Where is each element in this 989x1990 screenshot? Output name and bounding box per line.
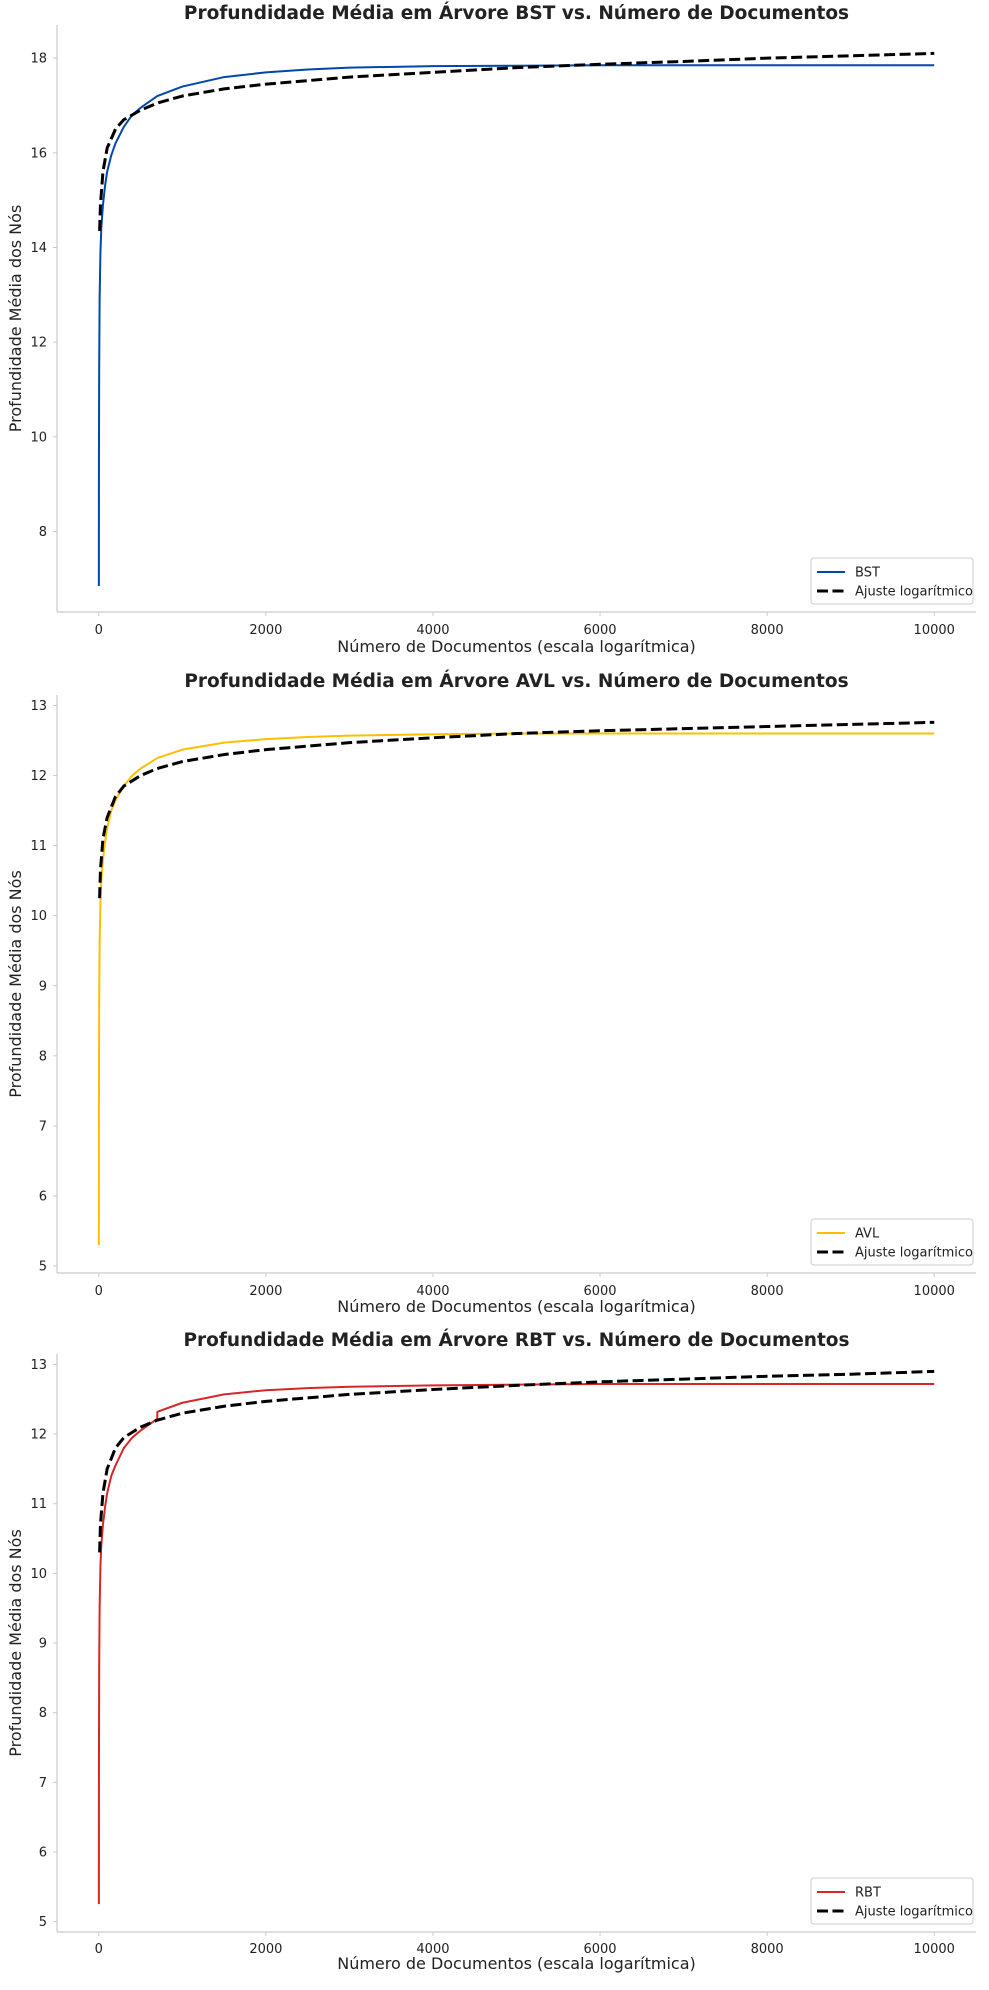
x-tick-label: 6000	[583, 1284, 616, 1299]
chart-title-rbt: Profundidade Média em Árvore RBT vs. Núm…	[183, 1329, 849, 1351]
legend-label: BST	[855, 566, 880, 581]
y-tick-label: 12	[30, 769, 47, 784]
y-axis-label: Profundidade Média dos Nós	[6, 1529, 25, 1757]
y-tick-label: 12	[30, 336, 47, 351]
x-tick-label: 10000	[914, 623, 955, 638]
y-tick-label: 7	[39, 1776, 47, 1791]
x-tick-label: 6000	[583, 623, 616, 638]
x-tick-label: 10000	[914, 1284, 955, 1299]
legend-box	[810, 1218, 974, 1266]
y-tick-label: 7	[39, 1119, 47, 1134]
legend-label: AVL	[855, 1227, 880, 1242]
x-tick-label: 2000	[249, 623, 282, 638]
y-tick-label: 13	[30, 699, 47, 714]
legend-avl: AVL Ajuste logarítmico	[810, 1218, 974, 1266]
y-tick-label: 5	[39, 1915, 47, 1930]
x-tick-label: 8000	[751, 623, 784, 638]
legend-box	[810, 1877, 974, 1925]
y-tick-label: 9	[39, 979, 47, 994]
legend-label: Ajuste logarítmico	[855, 1246, 973, 1261]
y-tick-label: 11	[30, 839, 47, 854]
y-axis-label: Profundidade Média dos Nós	[6, 205, 25, 433]
y-tick-label: 16	[30, 146, 47, 161]
fit-line-avl	[98, 720, 935, 899]
x-tick-label: 0	[95, 1284, 103, 1299]
x-tick-label: 2000	[249, 1942, 282, 1957]
x-tick-label: 4000	[416, 623, 449, 638]
fit-line-rbt	[98, 1369, 935, 1553]
chart-panel-rbt: Profundidade Média em Árvore RBT vs. Núm…	[6, 1329, 976, 1973]
x-axis-label: Número de Documentos (escala logarítmica…	[337, 637, 696, 656]
legend-label: Ajuste logarítmico	[855, 1905, 973, 1920]
x-tick-label: 0	[95, 1942, 103, 1957]
legend-rbt: RBT Ajuste logarítmico	[810, 1877, 974, 1925]
y-tick-label: 8	[39, 1049, 47, 1064]
legend-bst: BST Ajuste logarítmico	[810, 557, 974, 605]
x-tick-label: 4000	[416, 1284, 449, 1299]
y-tick-label: 14	[30, 241, 47, 256]
x-axis-label: Número de Documentos (escala logarítmica…	[337, 1297, 696, 1316]
y-tick-label: 6	[39, 1845, 47, 1860]
chart-title-bst: Profundidade Média em Árvore BST vs. Núm…	[184, 2, 849, 24]
y-tick-label: 9	[39, 1637, 47, 1652]
legend-label: RBT	[855, 1886, 881, 1901]
fit-line-bst	[98, 51, 935, 231]
y-tick-label: 10	[30, 1567, 47, 1582]
series-line-rbt	[97, 1382, 935, 1905]
y-tick-label: 10	[30, 430, 47, 445]
chart-panel-avl: Profundidade Média em Árvore AVL vs. Núm…	[6, 670, 976, 1316]
y-tick-label: 5	[39, 1259, 47, 1274]
y-tick-label: 8	[39, 525, 47, 540]
legend-label: Ajuste logarítmico	[855, 585, 973, 600]
y-axis-label: Profundidade Média dos Nós	[6, 870, 25, 1098]
y-tick-label: 18	[30, 52, 47, 67]
series-line-bst	[97, 64, 935, 586]
x-axis-label: Número de Documentos (escala logarítmica…	[337, 1954, 696, 1973]
x-tick-label: 4000	[416, 1942, 449, 1957]
y-tick-label: 6	[39, 1189, 47, 1204]
series-line-avl	[97, 732, 935, 1245]
chart-title-avl: Profundidade Média em Árvore AVL vs. Núm…	[184, 670, 848, 692]
legend-box	[810, 557, 974, 605]
x-tick-label: 6000	[583, 1942, 616, 1957]
x-tick-label: 8000	[751, 1942, 784, 1957]
y-tick-label: 11	[30, 1497, 47, 1512]
chart-panel-bst: Profundidade Média em Árvore BST vs. Núm…	[6, 2, 976, 656]
y-tick-label: 8	[39, 1706, 47, 1721]
y-tick-label: 10	[30, 909, 47, 924]
y-tick-label: 12	[30, 1428, 47, 1443]
x-tick-label: 8000	[751, 1284, 784, 1299]
x-tick-label: 10000	[914, 1942, 955, 1957]
y-tick-label: 13	[30, 1358, 47, 1373]
x-tick-label: 2000	[249, 1284, 282, 1299]
x-tick-label: 0	[95, 623, 103, 638]
